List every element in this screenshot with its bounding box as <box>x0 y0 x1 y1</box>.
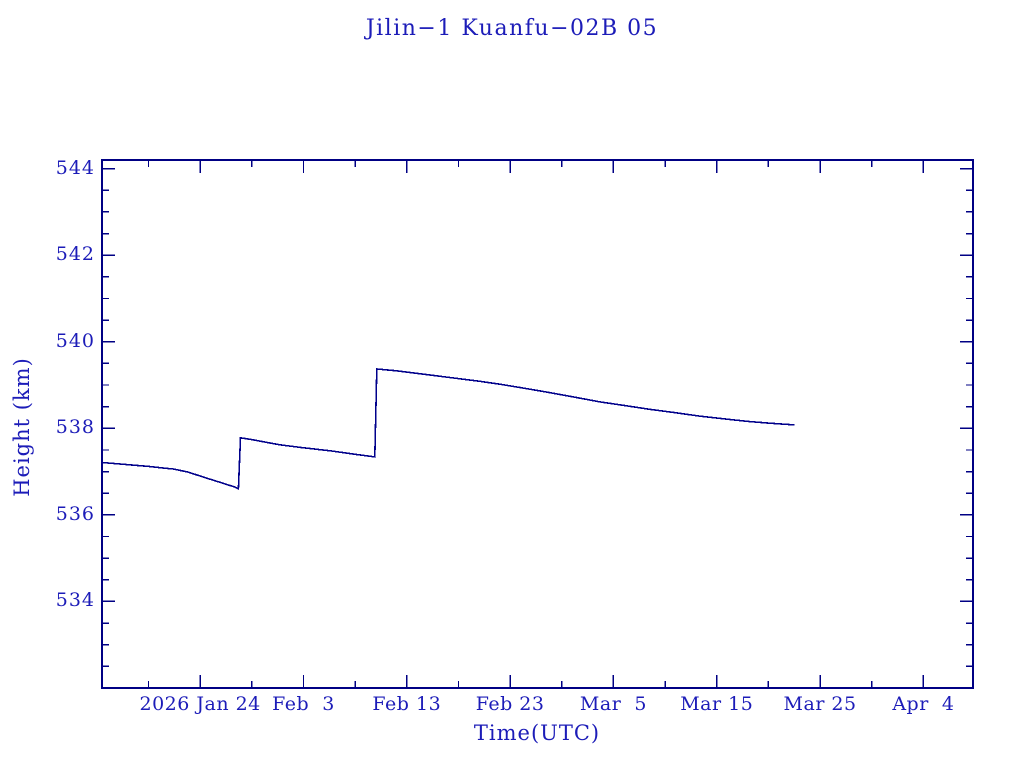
x-tick-label: Mar 5 <box>579 693 647 715</box>
x-tick-label: 2026 Jan 24 <box>139 693 261 715</box>
chart-title: Jilin−1 Kuanfu−02B 05 <box>365 16 659 41</box>
x-tick-label: Apr 4 <box>892 693 955 715</box>
x-tick-label: Feb 13 <box>372 693 442 715</box>
x-tick-label: Feb 3 <box>272 693 335 715</box>
x-tick-label: Mar 15 <box>680 693 754 715</box>
x-tick-label: Mar 25 <box>783 693 857 715</box>
y-tick-label: 538 <box>55 416 95 439</box>
height-series-line <box>101 368 795 491</box>
x-tick-label: Feb 23 <box>475 693 545 715</box>
y-tick-label: 534 <box>55 589 95 612</box>
x-axis-label: Time(UTC) <box>473 721 601 745</box>
plot-frame <box>101 159 974 689</box>
y-tick-label: 544 <box>55 156 95 179</box>
y-tick-label: 540 <box>55 329 95 352</box>
y-tick-label: 536 <box>55 502 95 525</box>
y-tick-label: 542 <box>55 243 95 266</box>
